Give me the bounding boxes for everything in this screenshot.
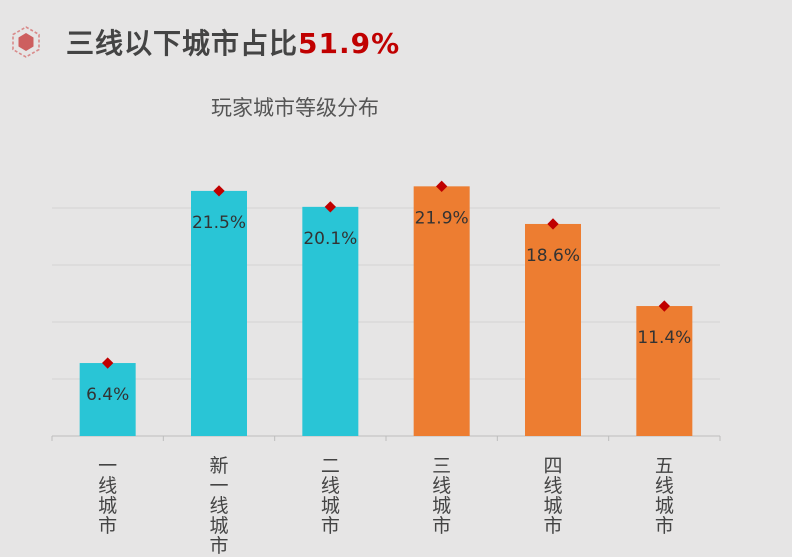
chart-title: 玩家城市等级分布 [211, 96, 379, 120]
headline-percentage: 51.9% [298, 27, 401, 60]
bar [413, 186, 470, 436]
category-label: 五线城市 [654, 455, 674, 537]
data-label: 6.4% [86, 385, 129, 405]
bar [525, 223, 581, 436]
category-label: 一线城市 [98, 455, 118, 537]
data-label: 21.9% [415, 208, 469, 228]
value-marker [436, 180, 448, 192]
bar [79, 363, 136, 436]
category-label: 二线城市 [320, 455, 340, 537]
data-label: 11.4% [637, 328, 691, 348]
value-marker [324, 201, 336, 213]
headline: 三线以下城市占比51.9% [8, 20, 400, 64]
bar [636, 306, 693, 436]
value-marker [213, 185, 225, 197]
category-label: 四线城市 [543, 455, 563, 537]
data-label: 20.1% [303, 229, 357, 249]
bar [191, 190, 247, 436]
value-marker [658, 300, 670, 312]
headline-title: 三线以下城市占比51.9% [66, 27, 401, 60]
data-label: 18.6% [526, 246, 580, 266]
category-label: 三线城市 [432, 455, 452, 537]
bar [302, 206, 359, 436]
value-marker [547, 218, 559, 230]
category-label: 新一线城市 [209, 455, 229, 557]
data-label: 21.5% [192, 213, 246, 233]
hexagon-icon [12, 26, 40, 58]
